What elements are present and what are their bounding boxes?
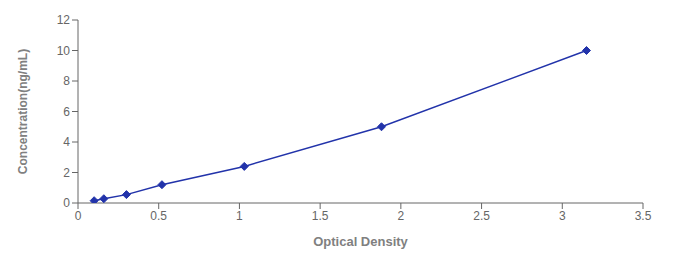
svg-text:1: 1 [236,209,243,223]
svg-text:2: 2 [63,166,70,180]
svg-text:8: 8 [63,74,70,88]
svg-text:3: 3 [559,209,566,223]
svg-text:Optical Density: Optical Density [313,234,408,249]
svg-text:1.5: 1.5 [312,209,329,223]
svg-text:4: 4 [63,135,70,149]
svg-text:2: 2 [398,209,405,223]
svg-text:0.5: 0.5 [150,209,167,223]
svg-text:Concentration(ng/mL): Concentration(ng/mL) [16,49,30,174]
svg-text:12: 12 [57,13,71,27]
svg-text:0: 0 [63,196,70,210]
svg-text:3.5: 3.5 [635,209,652,223]
svg-text:10: 10 [57,44,71,58]
svg-text:6: 6 [63,105,70,119]
svg-text:2.5: 2.5 [473,209,490,223]
svg-text:0: 0 [75,209,82,223]
